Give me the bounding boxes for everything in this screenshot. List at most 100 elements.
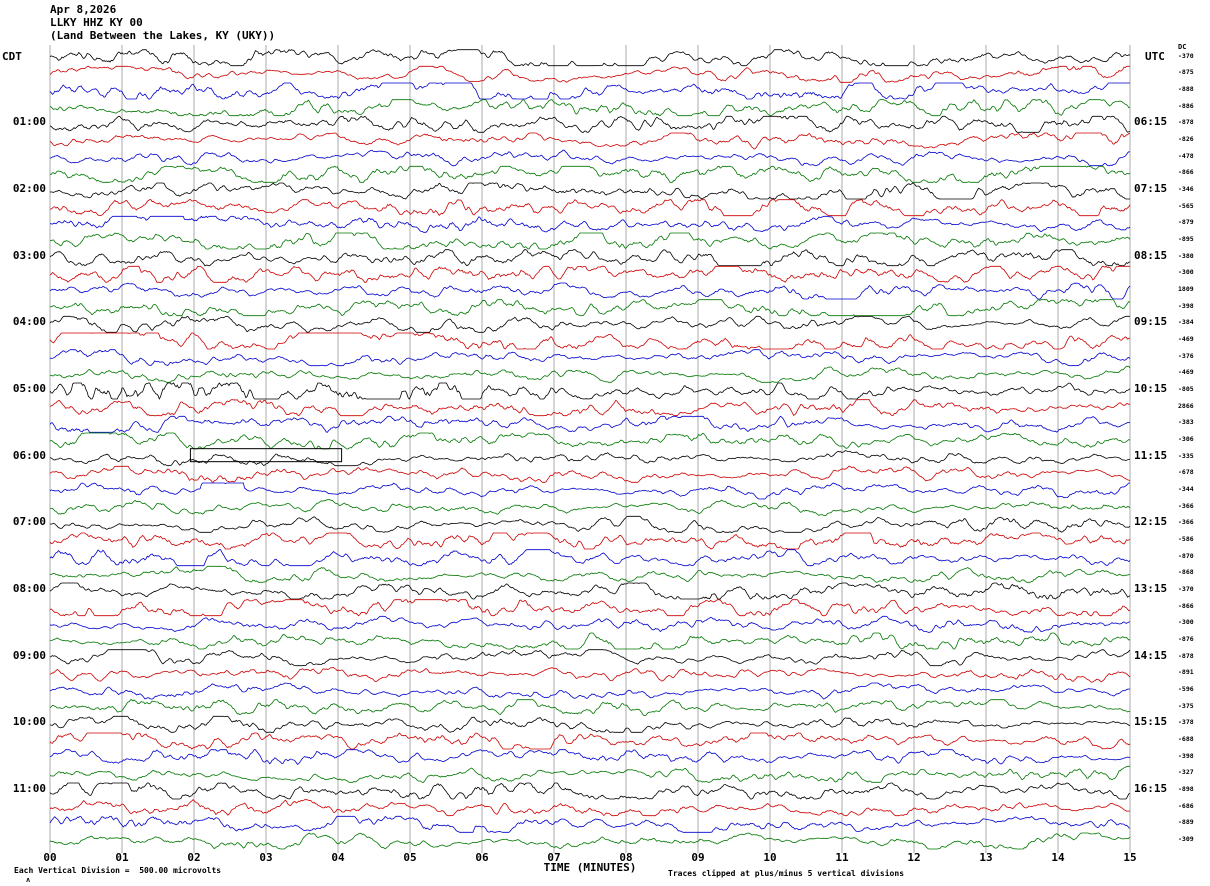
dc-offset-value: -398 bbox=[1178, 751, 1194, 760]
utc-time-label: 07:15 bbox=[1134, 182, 1168, 195]
seismo-trace bbox=[49, 799, 1131, 817]
minute-tick-label: 02 bbox=[187, 851, 201, 864]
minute-tick-label: 01 bbox=[115, 851, 129, 864]
right-axis-header: UTC bbox=[1145, 50, 1165, 63]
dc-offset-value: -344 bbox=[1178, 485, 1194, 493]
dc-offset-value: -376 bbox=[1178, 351, 1194, 360]
seismo-trace bbox=[49, 549, 1131, 567]
minute-tick-label: 15 bbox=[1123, 851, 1137, 864]
cdt-time-label: 04:00 bbox=[12, 315, 46, 329]
dc-offset-value: -378 bbox=[1178, 718, 1194, 727]
seismo-trace bbox=[49, 450, 1131, 467]
seismo-trace bbox=[49, 399, 1131, 417]
dc-offset-value: -380 bbox=[1178, 251, 1194, 260]
cdt-time-label: 03:00 bbox=[12, 248, 46, 262]
dc-offset-value: 1809 bbox=[1178, 285, 1194, 293]
utc-time-label: 16:15 bbox=[1134, 782, 1168, 795]
seismo-trace bbox=[49, 815, 1131, 833]
dc-offset-value: -335 bbox=[1178, 451, 1194, 460]
seismo-trace bbox=[49, 415, 1131, 433]
seismo-trace bbox=[49, 149, 1131, 167]
dc-offset-value: -826 bbox=[1178, 135, 1194, 143]
seismo-trace bbox=[49, 232, 1131, 250]
seismo-trace bbox=[49, 282, 1131, 300]
utc-time-label: 06:15 bbox=[1134, 115, 1168, 129]
seismo-trace bbox=[49, 382, 1131, 400]
dc-column-header: DC bbox=[1178, 43, 1187, 51]
seismo-trace bbox=[49, 515, 1131, 533]
dc-offset-value: -889 bbox=[1178, 818, 1194, 827]
seismo-trace bbox=[49, 615, 1131, 633]
seismo-trace bbox=[50, 565, 1131, 583]
x-axis-title: TIME (MINUTES) bbox=[543, 861, 637, 874]
minute-tick-label: 00 bbox=[43, 851, 57, 864]
minute-tick-label: 14 bbox=[1051, 851, 1065, 864]
seismo-trace bbox=[49, 215, 1131, 233]
dc-offset-value: -478 bbox=[1178, 151, 1194, 160]
plot-date: Apr 8,2026 bbox=[50, 3, 117, 16]
dc-offset-value: -878 bbox=[1178, 118, 1194, 127]
seismo-trace bbox=[49, 82, 1130, 100]
seismo-trace bbox=[49, 299, 1131, 317]
seismo-trace bbox=[49, 65, 1130, 83]
dc-offset-value: -878 bbox=[1178, 651, 1194, 660]
dc-offset-value: -309 bbox=[1178, 835, 1194, 843]
seismo-trace bbox=[49, 782, 1131, 800]
seismo-trace bbox=[49, 582, 1131, 600]
seismo-trace bbox=[49, 99, 1131, 117]
seismo-trace bbox=[49, 349, 1131, 367]
left-axis-header: CDT bbox=[2, 50, 22, 63]
seismo-trace bbox=[49, 49, 1131, 67]
dc-offset-value: -686 bbox=[1178, 801, 1194, 810]
seismo-trace bbox=[49, 832, 1131, 850]
dc-offset-value: -888 bbox=[1178, 85, 1194, 93]
cdt-time-label: 06:00 bbox=[12, 448, 46, 462]
dc-offset-value: -805 bbox=[1178, 385, 1194, 393]
dc-offset-value: -469 bbox=[1178, 335, 1194, 343]
dc-offset-value: -866 bbox=[1178, 601, 1194, 610]
seismo-trace bbox=[49, 666, 1131, 683]
dc-offset-value: -891 bbox=[1178, 668, 1194, 677]
dc-offset-value: -383 bbox=[1178, 418, 1194, 427]
seismo-trace bbox=[49, 682, 1131, 700]
cdt-time-label: 02:00 bbox=[12, 182, 46, 195]
caret-mark: ʌ bbox=[26, 876, 31, 884]
utc-time-label: 14:15 bbox=[1134, 648, 1168, 662]
dc-offset-value: -678 bbox=[1178, 468, 1194, 477]
seismo-trace bbox=[49, 132, 1131, 150]
seismo-trace bbox=[49, 482, 1130, 500]
cdt-time-label: 11:00 bbox=[12, 782, 46, 795]
minute-tick-label: 07 bbox=[547, 851, 561, 864]
clip-note: Traces clipped at plus/minus 5 vertical … bbox=[668, 869, 905, 878]
seismo-trace bbox=[49, 199, 1131, 217]
utc-time-label: 08:15 bbox=[1134, 248, 1168, 262]
cdt-time-label: 01:00 bbox=[12, 115, 46, 129]
utc-time-label: 10:15 bbox=[1134, 382, 1168, 395]
minute-tick-label: 12 bbox=[907, 851, 921, 864]
dc-offset-value: -375 bbox=[1178, 701, 1194, 710]
seismo-trace bbox=[49, 365, 1131, 383]
minute-tick-label: 10 bbox=[763, 851, 777, 864]
minute-tick-label: 11 bbox=[835, 851, 849, 864]
minute-tick-label: 04 bbox=[331, 851, 345, 864]
minute-tick-label: 08 bbox=[619, 851, 633, 864]
dc-offset-value: -327 bbox=[1178, 768, 1194, 777]
cdt-time-label: 07:00 bbox=[12, 515, 46, 529]
dc-offset-value: -879 bbox=[1178, 218, 1194, 227]
minute-tick-label: 05 bbox=[403, 851, 417, 864]
dc-offset-value: -370 bbox=[1178, 585, 1194, 593]
seismo-trace bbox=[49, 499, 1131, 517]
seismo-trace bbox=[49, 182, 1130, 200]
calibration-pulse-box bbox=[189, 448, 343, 463]
dc-offset-value: -586 bbox=[1178, 535, 1194, 543]
scale-note: Each Vertical Division = 500.00 microvol… bbox=[14, 866, 222, 875]
dc-offset-value: -300 bbox=[1178, 618, 1194, 627]
seismo-trace bbox=[49, 765, 1130, 783]
minute-tick-label: 09 bbox=[691, 851, 705, 864]
seismo-trace bbox=[49, 715, 1131, 733]
dc-offset-value: -875 bbox=[1178, 68, 1194, 77]
cdt-time-label: 09:00 bbox=[12, 648, 46, 662]
dc-offset-value: -366 bbox=[1178, 518, 1194, 527]
